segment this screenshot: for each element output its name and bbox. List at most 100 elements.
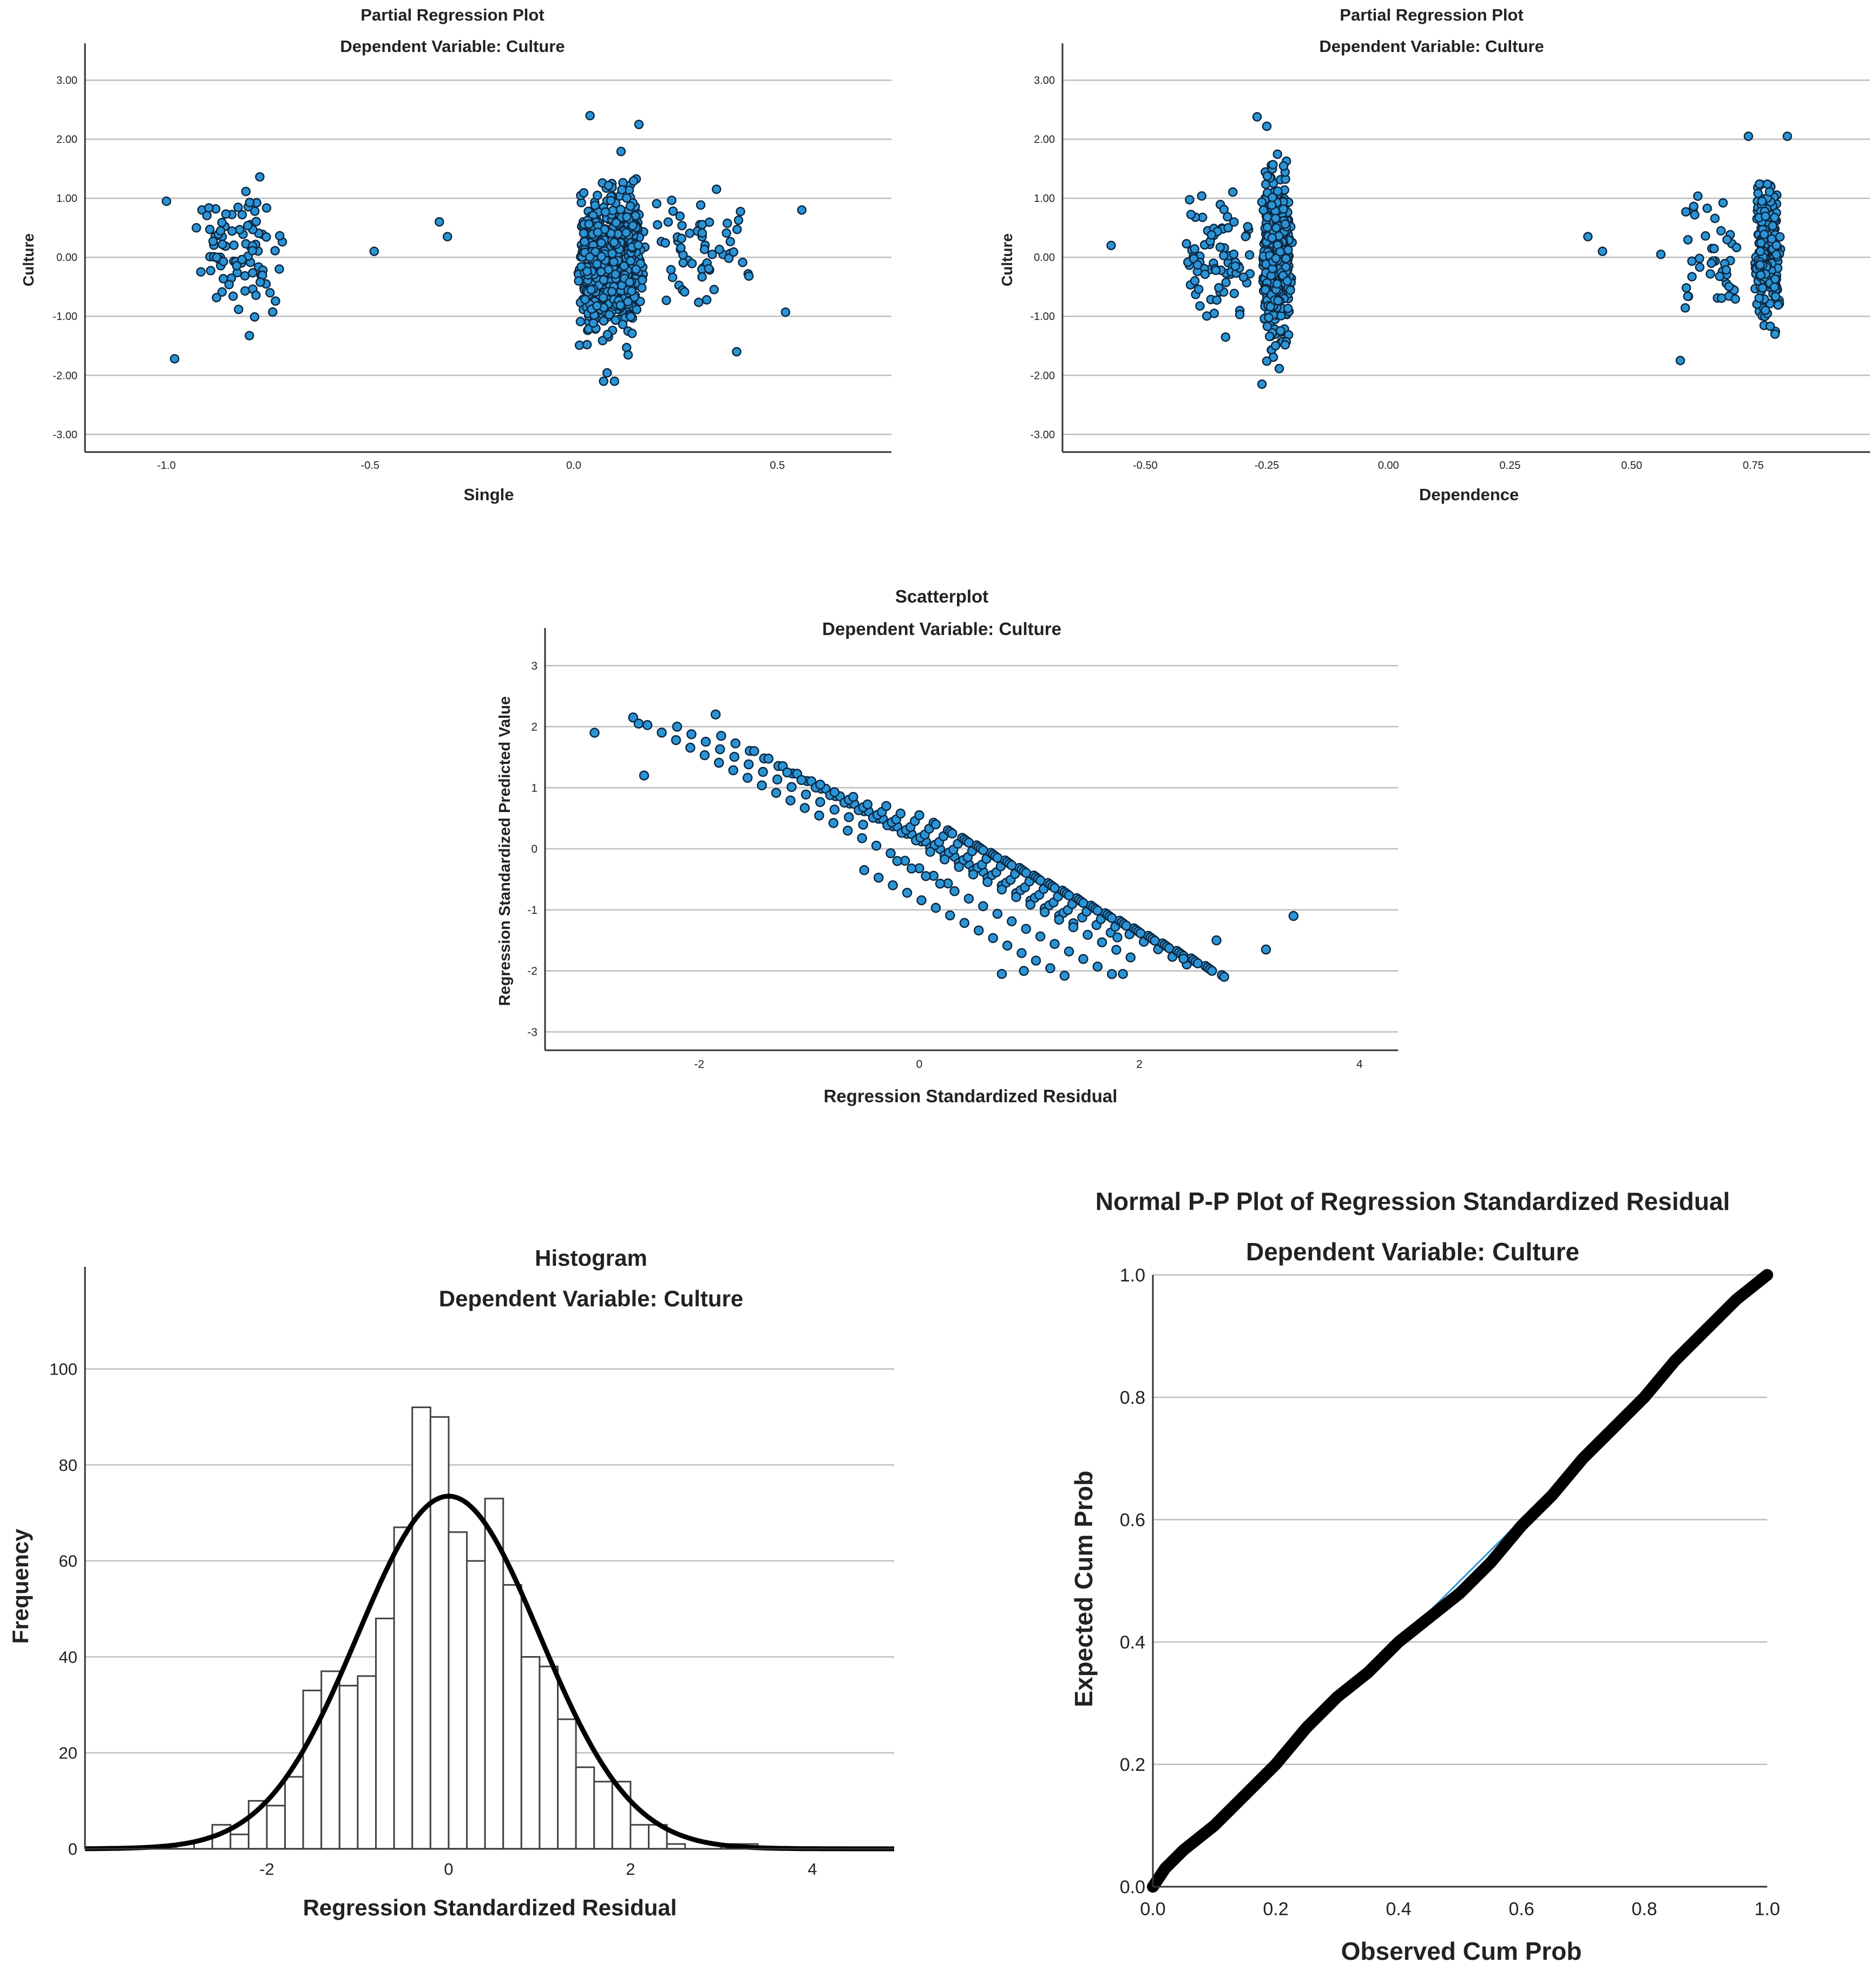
y-tick-label: 0.4	[1120, 1632, 1145, 1653]
data-point	[881, 801, 891, 812]
y-tick-label: -1	[527, 904, 537, 917]
data-point	[963, 893, 974, 904]
data-point	[229, 240, 239, 250]
y-tick-label: 0.6	[1120, 1510, 1145, 1530]
histogram-bar	[520, 1656, 541, 1850]
y-tick-label: 1.0	[1120, 1265, 1145, 1286]
x-axis-label: Dependence	[1419, 485, 1519, 504]
data-point	[721, 228, 731, 238]
data-point	[1769, 282, 1780, 292]
chart-subtitle: Dependent Variable: Culture	[1319, 37, 1544, 56]
data-point	[857, 833, 867, 843]
data-point	[1193, 284, 1204, 295]
histogram-bar	[266, 1804, 286, 1850]
x-axis-label: Observed Cum Prob	[1341, 1937, 1582, 1965]
data-point	[625, 277, 635, 287]
data-point	[602, 330, 613, 339]
histogram-bar	[466, 1560, 486, 1850]
data-point	[611, 315, 620, 325]
x-tick-label: 0.25	[1499, 460, 1520, 472]
data-point	[714, 757, 724, 768]
data-point	[585, 252, 595, 262]
data-point	[921, 871, 931, 881]
data-point	[916, 895, 927, 906]
data-point	[699, 245, 710, 254]
data-point	[1701, 231, 1710, 241]
data-point	[1195, 301, 1205, 311]
data-point	[796, 775, 807, 786]
histogram-bar	[575, 1766, 595, 1850]
data-point	[1083, 930, 1093, 940]
data-point	[672, 722, 683, 732]
data-point	[828, 818, 839, 828]
data-point	[1207, 966, 1217, 976]
x-tick-label: -1.0	[157, 460, 175, 472]
data-point	[596, 238, 606, 248]
data-point	[1211, 265, 1221, 276]
x-tick-label: 0	[444, 1860, 453, 1879]
data-point	[609, 257, 619, 267]
data-point	[996, 884, 1007, 895]
y-tick-label: 1.00	[1034, 193, 1055, 205]
data-point	[1035, 875, 1046, 886]
data-point	[1230, 261, 1240, 271]
y-tick-label: 100	[49, 1359, 77, 1378]
data-point	[204, 203, 214, 213]
data-point	[606, 195, 616, 206]
data-point	[786, 782, 797, 792]
data-point	[634, 120, 644, 129]
data-point	[848, 791, 858, 802]
data-point	[599, 376, 608, 386]
data-point	[600, 207, 611, 217]
data-point	[633, 240, 643, 250]
data-point	[1281, 253, 1291, 264]
data-point	[1272, 149, 1282, 159]
data-point	[1035, 931, 1046, 941]
y-tick-label: 3.00	[56, 75, 77, 87]
data-point	[1775, 232, 1785, 242]
data-point	[622, 212, 632, 222]
data-point	[592, 259, 602, 269]
data-point	[1219, 205, 1229, 214]
data-point	[1223, 212, 1232, 222]
chart-dependence: Partial Regression Plot Dependent Variab…	[999, 5, 1870, 504]
data-point	[661, 296, 671, 305]
data-point	[1190, 244, 1199, 254]
data-point	[1006, 860, 1017, 871]
data-point	[574, 276, 583, 286]
data-point	[1707, 258, 1716, 268]
data-point	[1229, 217, 1239, 227]
data-point	[1186, 210, 1196, 220]
data-point	[782, 767, 792, 778]
data-point	[1772, 240, 1781, 250]
data-point	[1021, 924, 1031, 934]
histogram-bar	[429, 1416, 450, 1850]
data-point	[208, 236, 218, 246]
data-point	[742, 773, 753, 783]
data-point	[1262, 322, 1272, 331]
data-point	[715, 744, 725, 755]
data-point	[1118, 969, 1128, 979]
data-point	[728, 765, 738, 776]
data-point	[1680, 303, 1690, 313]
y-tick-label: 0	[68, 1840, 77, 1859]
data-point	[707, 250, 717, 259]
data-point	[227, 226, 237, 236]
data-point	[622, 193, 632, 203]
data-point	[1185, 195, 1195, 205]
chart-single: Partial Regression Plot Dependent Variab…	[20, 5, 891, 504]
data-point	[604, 181, 614, 191]
data-point	[1722, 234, 1732, 245]
data-point	[780, 307, 791, 317]
histogram-bar	[557, 1718, 577, 1850]
data-point	[609, 238, 619, 247]
data-point	[1202, 311, 1212, 321]
data-point	[1756, 270, 1766, 280]
data-point	[240, 286, 250, 296]
data-point	[1125, 952, 1136, 963]
data-point	[1283, 303, 1293, 313]
data-point	[611, 269, 620, 279]
data-point	[585, 110, 595, 121]
x-tick-label: 0.0	[566, 460, 581, 472]
data-point	[724, 253, 734, 263]
